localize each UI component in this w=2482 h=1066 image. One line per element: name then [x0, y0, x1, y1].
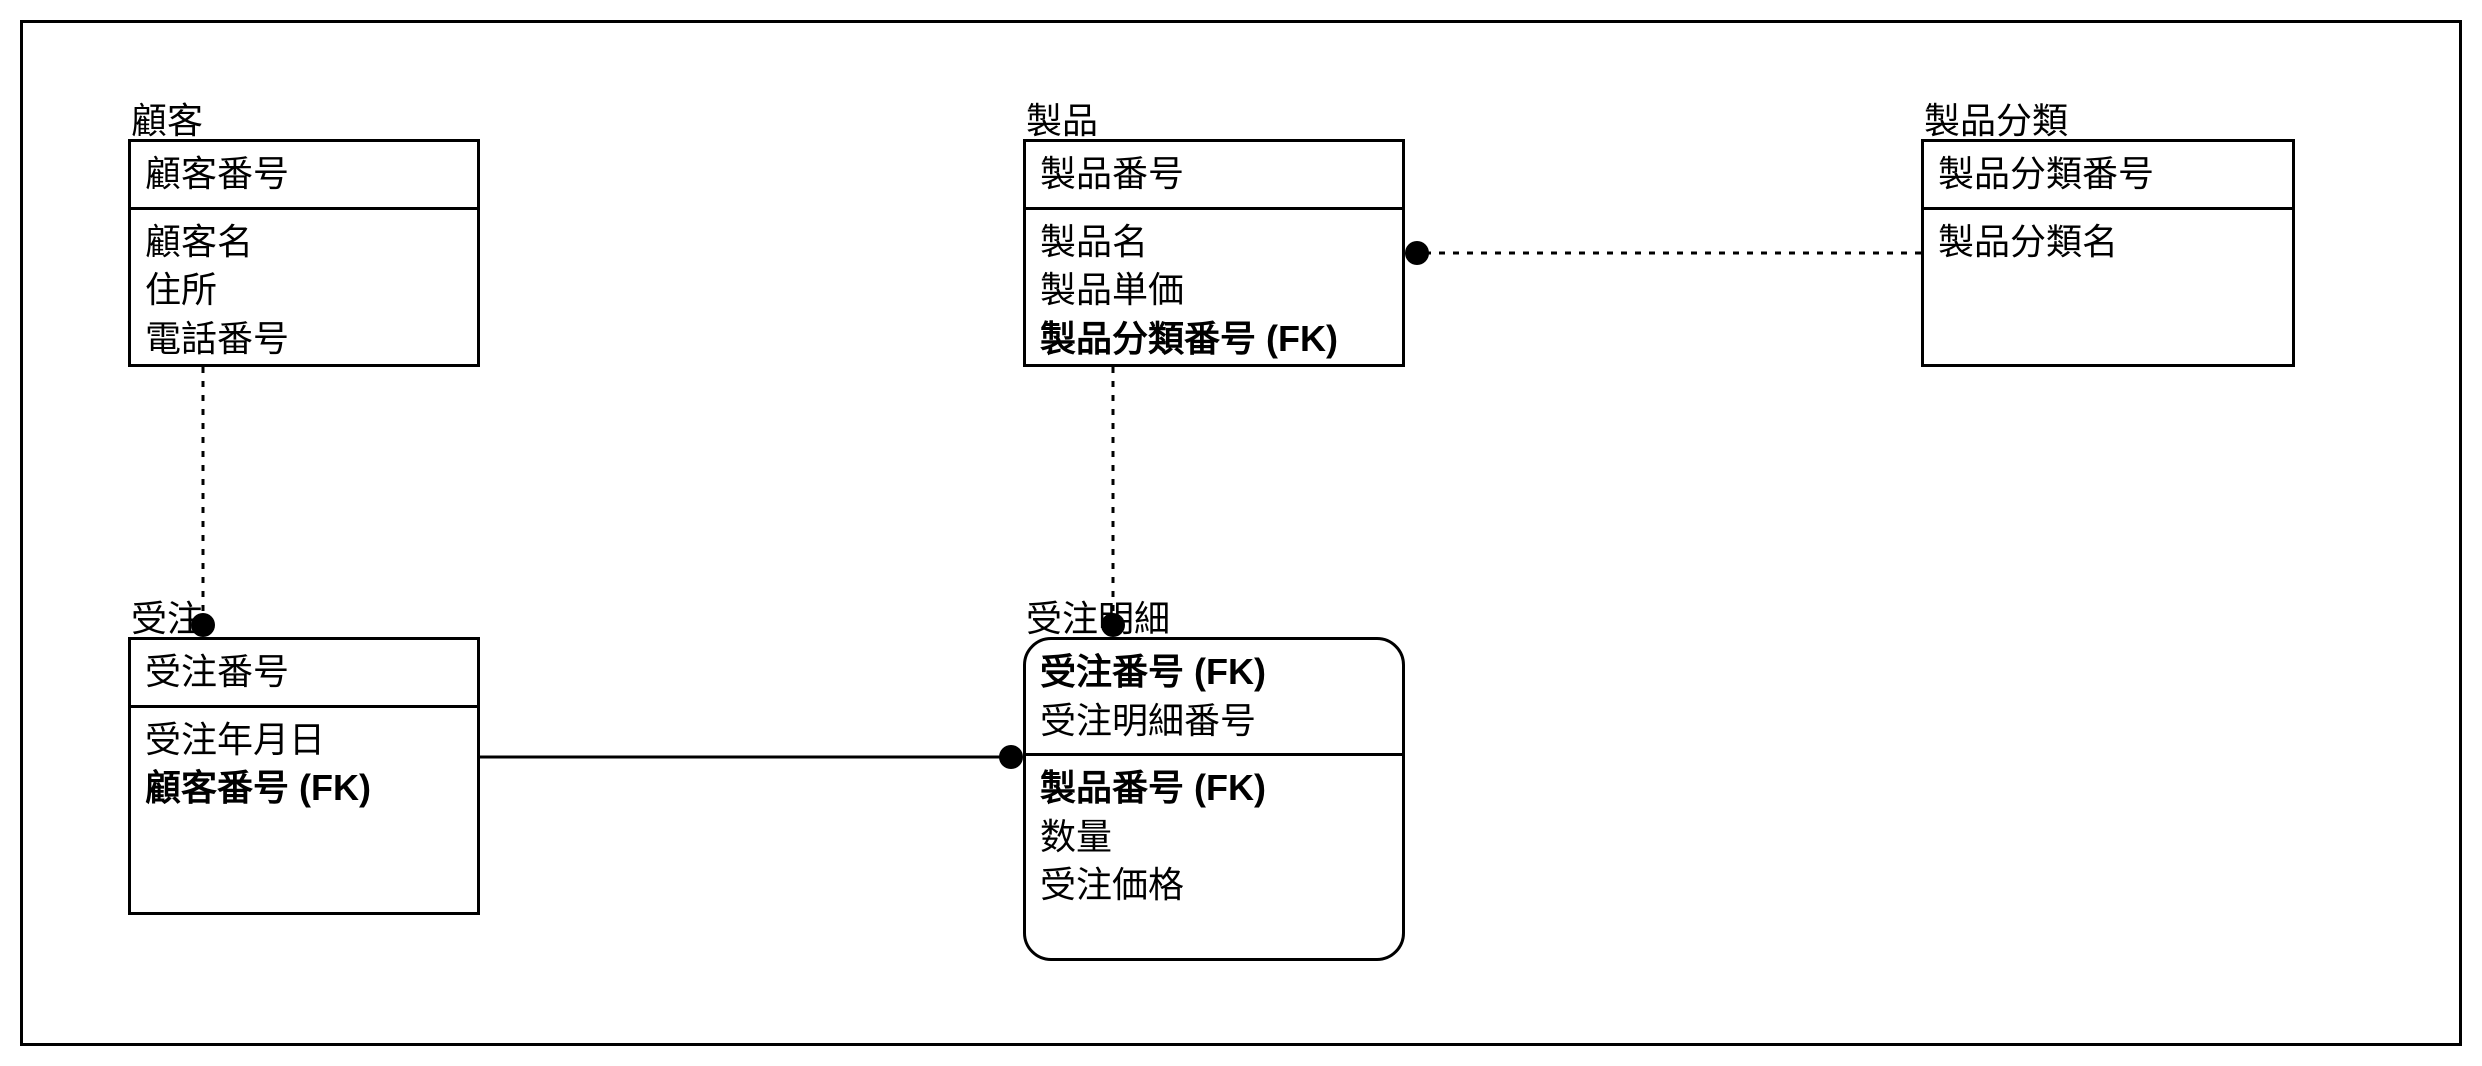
attr: 製品分類名 [1938, 218, 2278, 267]
entity-order-detail-pk: 受注番号 (FK) 受注明細番号 [1026, 640, 1402, 756]
attr-fk: 製品分類番号 (FK) [1040, 315, 1388, 364]
entity-product-category-title: 製品分類 [1924, 92, 2068, 144]
entity-product-category-attrs: 製品分類名 [1924, 210, 2292, 275]
entity-order-detail-attrs: 製品番号 (FK) 数量 受注価格 [1026, 756, 1402, 918]
pk-attr: 製品番号 [1040, 150, 1388, 199]
rel-category-product-dot [1405, 241, 1429, 265]
attr: 電話番号 [145, 315, 463, 364]
attr: 製品単価 [1040, 266, 1388, 315]
entity-product-title: 製品 [1026, 92, 1098, 144]
entity-product-pk: 製品番号 [1026, 142, 1402, 210]
attr: 受注価格 [1040, 861, 1388, 910]
entity-order-detail: 受注明細 受注番号 (FK) 受注明細番号 製品番号 (FK) 数量 受注価格 [1023, 637, 1405, 961]
entity-order-title: 受注 [131, 590, 203, 642]
entity-order-pk: 受注番号 [131, 640, 477, 708]
attr: 顧客名 [145, 218, 463, 267]
entity-customer: 顧客 顧客番号 顧客名 住所 電話番号 [128, 139, 480, 367]
entity-product: 製品 製品番号 製品名 製品単価 製品分類番号 (FK) [1023, 139, 1405, 367]
entity-order-attrs: 受注年月日 顧客番号 (FK) [131, 708, 477, 821]
entity-product-attrs: 製品名 製品単価 製品分類番号 (FK) [1026, 210, 1402, 372]
rel-order-orderdetail-dot [999, 745, 1023, 769]
attr: 製品名 [1040, 218, 1388, 267]
entity-order: 受注 受注番号 受注年月日 顧客番号 (FK) [128, 637, 480, 915]
entity-customer-attrs: 顧客名 住所 電話番号 [131, 210, 477, 372]
entity-product-category: 製品分類 製品分類番号 製品分類名 [1921, 139, 2295, 367]
attr: 受注年月日 [145, 716, 463, 765]
pk-attr: 受注明細番号 [1040, 697, 1388, 746]
pk-attr-fk: 受注番号 (FK) [1040, 648, 1388, 697]
entity-product-category-pk: 製品分類番号 [1924, 142, 2292, 210]
diagram-canvas: 顧客 顧客番号 顧客名 住所 電話番号 製品 製品番号 製品名 製品単価 製品分… [20, 20, 2462, 1046]
pk-attr: 製品分類番号 [1938, 150, 2278, 199]
pk-attr: 顧客番号 [145, 150, 463, 199]
attr: 数量 [1040, 813, 1388, 862]
entity-customer-title: 顧客 [131, 92, 203, 144]
attr-fk: 顧客番号 (FK) [145, 764, 463, 813]
attr-fk: 製品番号 (FK) [1040, 764, 1388, 813]
entity-order-detail-title: 受注明細 [1026, 590, 1170, 642]
entity-customer-pk: 顧客番号 [131, 142, 477, 210]
attr: 住所 [145, 266, 463, 315]
pk-attr: 受注番号 [145, 648, 463, 697]
